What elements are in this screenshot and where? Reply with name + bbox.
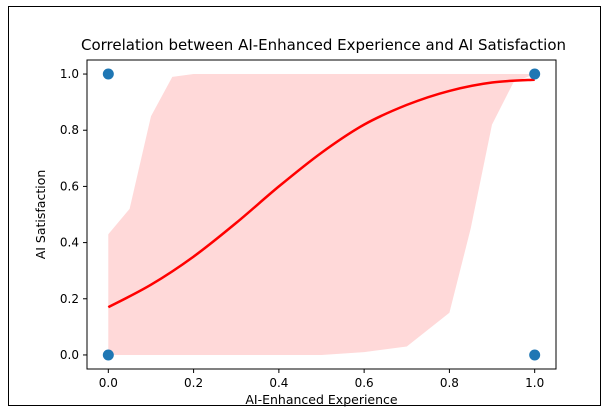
fit-curve: [107, 78, 535, 309]
y-tick-label: 0.8: [60, 123, 79, 137]
y-tick-label: 0.0: [60, 348, 79, 362]
x-tick-label: 0.8: [440, 376, 459, 390]
x-tick-label: 0.4: [269, 376, 288, 390]
y-tick-label: 0.4: [60, 236, 79, 250]
data-point: [102, 349, 114, 361]
axes-box: [86, 59, 557, 370]
x-axis-label: AI-Enhanced Experience: [245, 392, 398, 407]
data-point: [102, 68, 114, 80]
data-point: [529, 68, 541, 80]
y-tick-label: 0.6: [60, 179, 79, 193]
x-tick-label: 0.2: [184, 376, 203, 390]
confidence-band: [108, 74, 535, 355]
y-tick-label: 1.0: [60, 67, 79, 81]
y-axis-label: AI Satisfaction: [33, 170, 48, 260]
chart-title: Correlation between AI-Enhanced Experien…: [81, 36, 566, 54]
data-point: [529, 349, 541, 361]
x-tick-label: 0.0: [99, 376, 118, 390]
x-tick-label: 0.6: [355, 376, 374, 390]
y-tick-label: 0.2: [60, 292, 79, 306]
x-tick-label: 1.0: [525, 376, 544, 390]
